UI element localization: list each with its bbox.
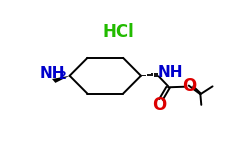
Text: O: O	[182, 76, 197, 94]
Text: O: O	[152, 96, 166, 114]
Text: NH: NH	[40, 66, 66, 81]
Text: HCl: HCl	[103, 23, 134, 41]
Polygon shape	[52, 76, 70, 83]
Text: 2: 2	[58, 71, 65, 81]
Text: NH: NH	[158, 65, 183, 80]
